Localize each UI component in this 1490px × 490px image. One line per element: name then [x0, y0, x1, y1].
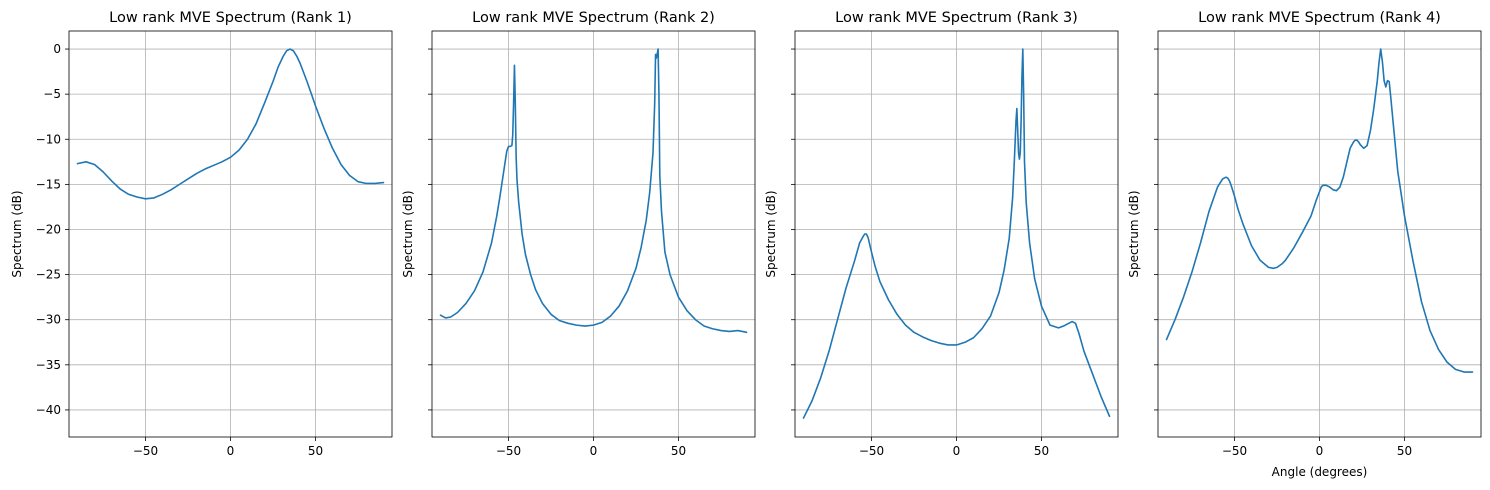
y-tick-label: −25	[36, 268, 61, 282]
spectrum-line	[76, 48, 385, 200]
x-tick-label: 0	[590, 444, 598, 458]
y-tick-label: −35	[36, 358, 61, 372]
x-tick-label: −50	[133, 444, 158, 458]
x-tick-label: 50	[1397, 444, 1412, 458]
x-tick-label: −50	[496, 444, 521, 458]
x-tick-label: 50	[671, 444, 686, 458]
x-axis-label: Angle (degrees)	[1272, 465, 1368, 479]
y-tick-label: −10	[36, 132, 61, 146]
y-axis-label: Spectrum (dB)	[764, 190, 778, 277]
y-tick-label: −30	[36, 313, 61, 327]
spectrum-line	[802, 48, 1111, 419]
y-axis-label: Spectrum (dB)	[401, 190, 415, 277]
spectrum-line	[439, 48, 748, 334]
y-tick-label: −5	[43, 87, 61, 101]
x-tick-label: 0	[227, 444, 235, 458]
chart-title: Low rank MVE Spectrum (Rank 3)	[835, 10, 1078, 26]
subplot-rank-4: −50 0 50 Low rank MVE Spectrum (Rank 4) Spec…	[1127, 10, 1482, 479]
y-tick-label: −20	[36, 222, 61, 236]
y-axis-label: Spectrum (dB)	[10, 190, 24, 277]
y-axis-label: Spectrum (dB)	[1127, 190, 1141, 277]
x-tick-label: 50	[308, 444, 323, 458]
x-tick-label: −50	[859, 444, 884, 458]
y-tick-label: 0	[53, 42, 61, 56]
chart-title: Low rank MVE Spectrum (Rank 2)	[472, 10, 715, 26]
subplot-rank-2: −50 0 50 Low rank MVE Spectrum (Rank 2) Spec…	[401, 10, 756, 458]
chart-title: Low rank MVE Spectrum (Rank 4)	[1198, 10, 1441, 26]
subplot-rank-3: −50 0 50 Low rank MVE Spectrum (Rank 3) Spec…	[764, 10, 1119, 458]
spectrum-line	[1165, 48, 1474, 373]
x-tick-label: 0	[953, 444, 961, 458]
y-tick-label: −40	[36, 403, 61, 417]
x-tick-label: 0	[1316, 444, 1324, 458]
x-tick-label: 50	[1034, 444, 1049, 458]
x-tick-label: −50	[1222, 444, 1247, 458]
y-tick-label: −15	[36, 177, 61, 191]
chart-title: Low rank MVE Spectrum (Rank 1)	[109, 10, 352, 26]
subplot-rank-1: −50 0 50 0 −5 −10 −15 −20 −25 −30 −35 −40 Low rank M…	[10, 10, 393, 458]
